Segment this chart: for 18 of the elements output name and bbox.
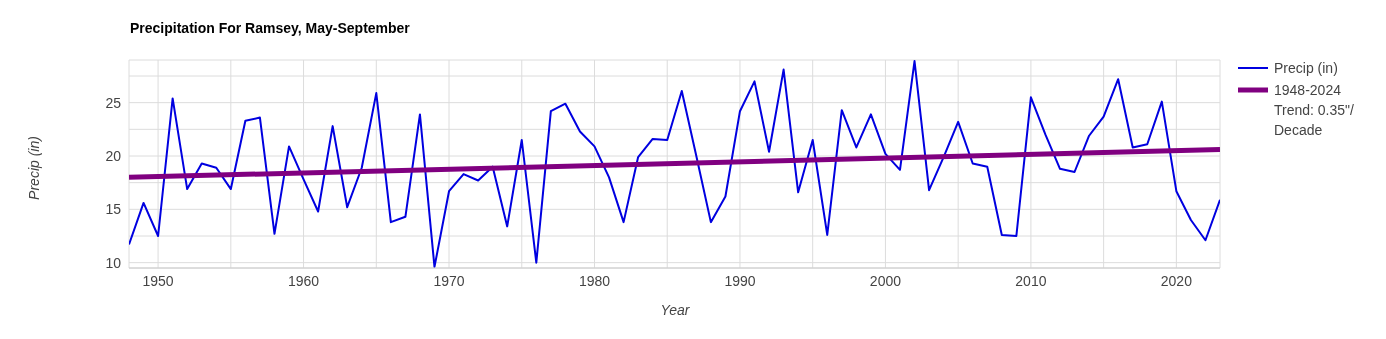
x-tick-label: 1970 <box>433 272 465 289</box>
y-axis-title: Precip (in) <box>26 136 42 200</box>
y-tick-label: 25 <box>105 94 122 111</box>
x-tick-label: 1950 <box>142 272 174 289</box>
x-tick-label: 1990 <box>724 272 756 289</box>
x-tick-label: 2020 <box>1160 272 1193 289</box>
chart-title: Precipitation For Ramsey, May-September <box>130 20 410 36</box>
y-tick-label: 10 <box>105 254 122 271</box>
x-axis-title: Year <box>660 302 690 318</box>
legend-label: Precip (in) <box>1274 59 1338 78</box>
x-tick-label: 1960 <box>287 272 320 289</box>
x-tick-label: 2010 <box>1015 272 1047 289</box>
legend-label: 1948-2024 Trend: 0.35"/ Decade <box>1274 81 1355 140</box>
x-tick-label: 1980 <box>578 272 611 289</box>
y-tick-label: 15 <box>105 201 122 218</box>
x-tick-label: 2000 <box>869 272 902 289</box>
line-series <box>129 60 1220 268</box>
y-tick-label: 20 <box>105 147 122 164</box>
